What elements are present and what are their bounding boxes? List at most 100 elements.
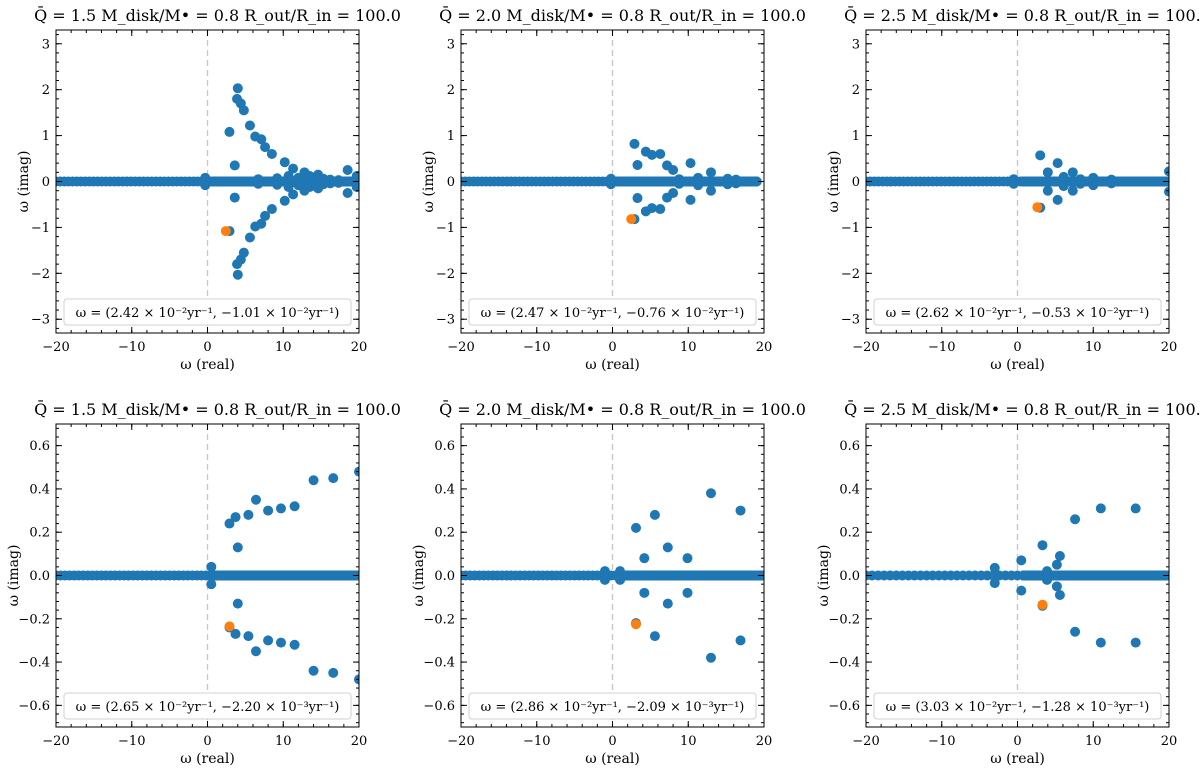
data-point [649,631,660,642]
annotation-box [873,692,1162,720]
data-point [705,167,716,178]
data-point [1051,581,1062,592]
x-tick-label: 0 [203,340,211,355]
data-point [685,158,696,169]
annotation-box [63,692,352,720]
data-point [1070,626,1081,637]
highlight-point [220,226,231,237]
data-point [1042,185,1053,196]
data-point [1164,186,1169,197]
dense-band [616,176,758,187]
annotation: ω = (3.03 × 10⁻²yr⁻¹, −1.28 × 10⁻³yr⁻¹) [886,700,1150,715]
data-point [200,172,211,183]
data-point [289,501,300,512]
x-tick-label: −10 [118,734,145,749]
panel-q25-zoom: −20 −10 0 10 20 −0.6 −0.4 −0.2 0.0 0.2 0.4 0.6 ω (re… [816,398,1200,767]
data-point [288,163,299,174]
y-tick-label: −0.4 [423,656,455,671]
data-point [632,193,643,204]
data-point [308,665,319,676]
data-point [238,247,249,258]
data-point [244,232,255,243]
data-point [639,587,650,598]
y-tick-label: 0.4 [839,482,860,497]
data-point [266,148,277,159]
data-point [1088,172,1099,183]
data-point [1130,637,1141,648]
highlight-point [1037,599,1048,610]
data-point [685,194,696,205]
x-tick-label: −20 [42,734,69,749]
data-point [253,178,264,189]
x-axis-label: ω (real) [990,357,1045,373]
data-point [605,179,616,190]
y-tick-label: 0.0 [29,569,50,584]
x-axis-label: ω (real) [585,751,640,767]
data-point [668,187,679,198]
data-point [1042,574,1053,585]
data-point [655,204,666,215]
y-tick-label: 0.2 [839,526,860,541]
data-point [260,210,271,221]
data-point [705,488,716,499]
data-point [243,631,254,642]
data-point [1052,194,1063,205]
data-point [1067,167,1078,178]
y-tick-label: −2 [841,267,860,282]
x-tick-label: −20 [447,734,474,749]
y-tick-label: −0.2 [828,612,860,627]
data-point [289,639,300,650]
y-tick-label: 0.4 [29,482,50,497]
annotation: ω = (2.65 × 10⁻²yr⁻¹, −2.20 × 10⁻³yr⁻¹) [76,700,340,715]
data-point [243,509,254,520]
y-tick-label: 0 [42,175,50,190]
y-tick-label: −2 [436,267,455,282]
data-point [232,83,243,94]
data-point [639,553,650,564]
data-point [1067,185,1078,196]
data-point [288,189,299,200]
x-axis-label: ω (real) [180,357,235,373]
data-point [266,204,277,215]
x-tick-label: 0 [1013,340,1021,355]
x-tick-label: 20 [756,340,773,355]
y-tick-label: 2 [42,83,50,98]
highlight-point [626,214,637,225]
y-axis-label: ω (imag) [816,545,832,607]
data-point [1075,178,1086,189]
y-tick-label: 0.2 [434,526,455,541]
panel-title: Q̄ = 2.0 M_disk/M• = 0.8 R_out/R_in = 10… [439,398,806,419]
data-point [1051,559,1062,570]
data-point [1054,551,1065,562]
y-tick-label: −1 [31,221,50,236]
data-point [279,195,290,206]
panel-title: Q̄ = 2.0 M_disk/M• = 0.8 R_out/R_in = 10… [439,4,806,25]
data-point [328,667,339,678]
x-axis-label: ω (real) [585,357,640,373]
data-point [1016,585,1027,596]
y-tick-label: −1 [841,221,860,236]
data-point [615,574,626,585]
x-axis-label: ω (real) [180,751,235,767]
data-point [256,218,267,229]
y-tick-label: 3 [447,37,455,52]
x-tick-label: −20 [447,340,474,355]
data-point [260,142,271,153]
x-tick-label: −10 [928,340,955,355]
data-point [615,566,626,577]
data-point [674,178,685,189]
data-point [1037,540,1048,551]
y-tick-label: 0.2 [29,526,50,541]
data-layer [56,83,359,280]
data-point [238,105,249,116]
y-tick-label: −1 [436,221,455,236]
data-point [272,179,283,190]
data-point [250,494,261,505]
data-layer [866,150,1169,213]
panel-title: Q̄ = 2.5 M_disk/M• = 0.8 R_out/R_in = 10… [844,398,1200,419]
annotation: ω = (2.62 × 10⁻²yr⁻¹, −0.53 × 10⁻²yr⁻¹) [886,306,1150,321]
y-tick-label: 0.4 [434,482,455,497]
x-tick-label: 20 [1161,340,1178,355]
x-tick-label: 20 [351,340,368,355]
data-point [232,598,243,609]
